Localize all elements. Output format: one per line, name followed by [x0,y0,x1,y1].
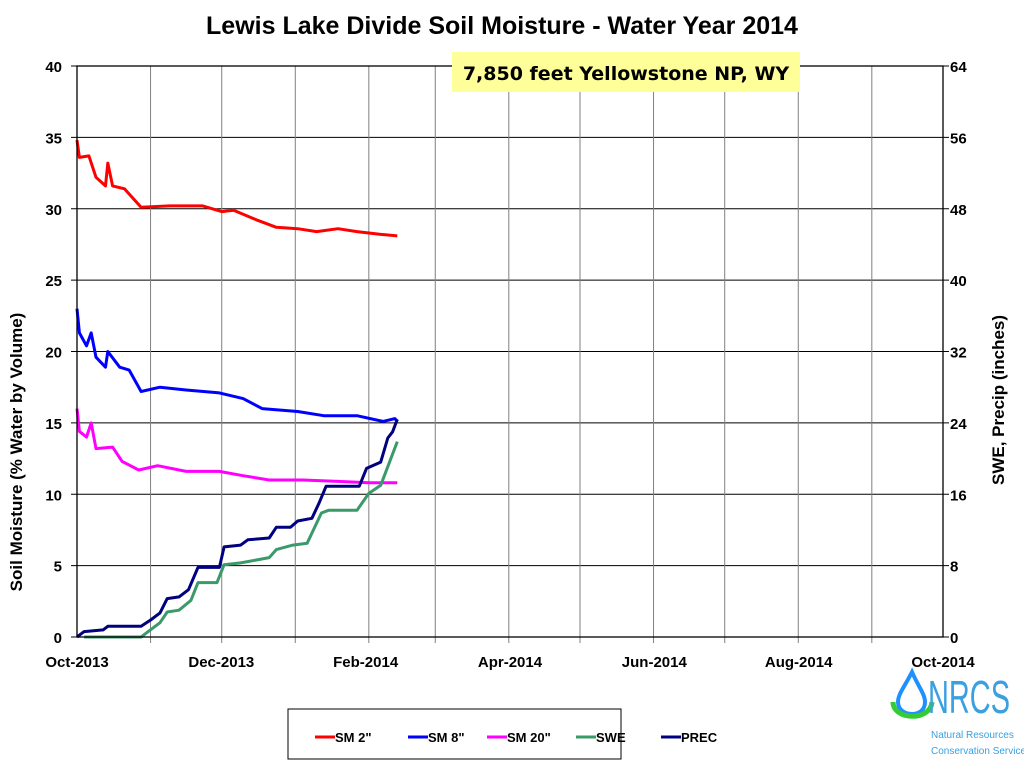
y-tick-label: 15 [45,416,62,433]
y2-tick-label: 16 [950,487,967,504]
y-tick-label: 10 [45,487,62,504]
y-tick-label: 25 [45,273,62,290]
x-tick-label: Dec-2013 [188,654,254,671]
y2-axis-ticks: 0 8 16 24 32 40 48 56 64 [950,59,967,647]
chart-subtitle: 7,850 feet Yellowstone NP, WY [463,63,790,85]
y-tick-label: 20 [45,345,62,362]
series-line-sm-2 [75,139,398,238]
grid [71,65,949,643]
legend-box [287,708,622,760]
logo-text: NRCS [928,671,1010,723]
y2-axis-label: SWE, Precip (inches) [989,315,1008,485]
y2-tick-label: 8 [950,559,958,576]
x-axis-ticks: Oct-2013 Dec-2013 Feb-2014 Apr-2014 Jun-2014… [45,654,975,671]
y2-tick-label: 40 [950,273,967,290]
legend: SM 2" SM 8" SM 20" SWE PREC [315,730,718,745]
nrcs-logo: NRCS Natural Resources Conservation Serv… [890,667,1024,757]
chart-title: Lewis Lake Divide Soil Moisture - Water … [206,12,798,40]
y2-tick-label: 32 [950,345,967,362]
x-tick-label: Feb-2014 [333,654,399,671]
series-lines [75,139,399,639]
x-tick-label: Jun-2014 [622,654,688,671]
y2-tick-label: 24 [950,416,967,433]
legend-label: SM 20" [507,730,551,745]
y-tick-label: 40 [45,59,62,76]
series-line-sm-20 [75,408,398,485]
y2-tick-label: 64 [950,59,967,76]
logo-line2: Conservation Service [931,746,1024,757]
water-drop-icon [895,667,928,717]
legend-label: PREC [681,730,718,745]
y2-tick-label: 0 [950,630,958,647]
y-tick-label: 35 [45,130,62,147]
y-axis-label: Soil Moisture (% Water by Volume) [7,313,26,592]
series-line-swe [84,441,399,639]
legend-label: SWE [596,730,626,745]
x-tick-label: Oct-2013 [45,654,108,671]
legend-label: SM 8" [428,730,465,745]
logo-line1: Natural Resources [931,730,1014,741]
y-tick-label: 30 [45,202,62,219]
y-tick-label: 0 [54,630,62,647]
x-tick-label: Oct-2014 [911,654,975,671]
y-axis-ticks: 0 5 10 15 20 25 30 35 40 [45,59,62,647]
y-tick-label: 5 [54,559,62,576]
series-line-sm-8 [75,308,399,423]
legend-label: SM 2" [335,730,372,745]
x-tick-label: Apr-2014 [478,654,543,671]
y2-tick-label: 48 [950,202,967,219]
logo-swoosh [890,701,935,719]
x-tick-label: Aug-2014 [765,654,833,671]
y2-tick-label: 56 [950,130,967,147]
series-line-prec [76,418,399,639]
subtitle-box [452,52,800,92]
